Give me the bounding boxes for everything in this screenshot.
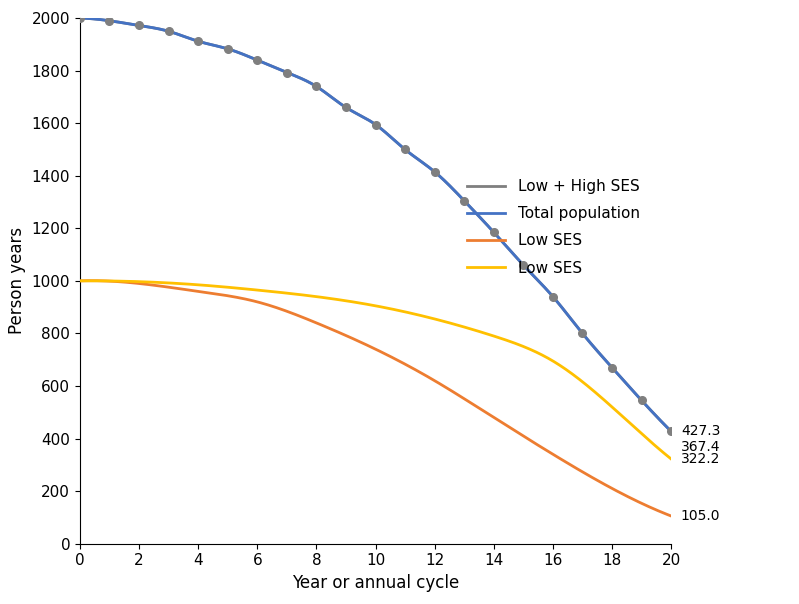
- Line: Total population: Total population: [80, 18, 671, 431]
- Line: Low SES: Low SES: [80, 281, 671, 516]
- Line: Low + High SES: Low + High SES: [80, 18, 671, 431]
- Low SES: [482, 410, 491, 417]
- Low SES: [136, 280, 145, 288]
- Low SES: [666, 512, 676, 519]
- Text: 322.2: 322.2: [681, 452, 720, 466]
- Low + High SES: [481, 220, 491, 227]
- Total population: [547, 292, 556, 299]
- Low SES: [75, 277, 85, 284]
- Y-axis label: Person years: Person years: [8, 227, 26, 335]
- Total population: [481, 220, 491, 227]
- Low SES: [85, 277, 94, 284]
- Low + High SES: [75, 14, 85, 22]
- Low SES: [336, 330, 346, 337]
- Total population: [314, 85, 324, 92]
- Total population: [536, 280, 546, 287]
- Total population: [75, 14, 85, 22]
- Low SES: [537, 351, 547, 358]
- Low SES: [482, 330, 491, 338]
- Low + High SES: [336, 100, 345, 108]
- Low SES: [86, 277, 96, 284]
- Low + High SES: [136, 22, 145, 30]
- Low SES: [547, 450, 557, 457]
- Total population: [666, 428, 676, 435]
- Low SES: [336, 297, 346, 304]
- Legend: Low + High SES, Total population, Low SES, Low SES: Low + High SES, Total population, Low SE…: [461, 173, 646, 282]
- Low + High SES: [314, 85, 324, 92]
- Line: Low SES: Low SES: [80, 281, 671, 459]
- X-axis label: Year or annual cycle: Year or annual cycle: [292, 574, 459, 592]
- Low SES: [75, 277, 85, 284]
- Text: 427.3: 427.3: [681, 425, 720, 439]
- Low SES: [136, 278, 145, 285]
- Text: 367.4: 367.4: [681, 440, 721, 454]
- Low + High SES: [536, 280, 546, 287]
- Low + High SES: [547, 292, 556, 299]
- Total population: [136, 22, 145, 30]
- Low + High SES: [666, 428, 676, 435]
- Text: 105.0: 105.0: [681, 509, 721, 523]
- Low SES: [666, 455, 676, 463]
- Low SES: [547, 357, 557, 364]
- Total population: [336, 100, 345, 108]
- Low SES: [315, 321, 324, 328]
- Low SES: [537, 444, 547, 451]
- Low SES: [315, 294, 324, 301]
